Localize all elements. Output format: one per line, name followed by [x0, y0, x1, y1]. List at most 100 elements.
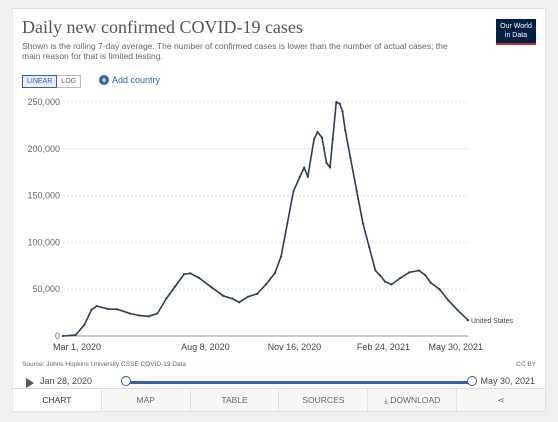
data-point — [399, 276, 402, 280]
play-icon[interactable] — [26, 378, 34, 388]
series-line — [62, 101, 469, 337]
data-point — [303, 166, 306, 169]
data-point — [83, 323, 86, 326]
data-point — [222, 294, 225, 297]
data-point — [147, 315, 150, 318]
data-point — [210, 286, 213, 289]
data-point — [368, 245, 371, 249]
linear-scale-button[interactable]: LINEAR — [22, 75, 58, 88]
data-point — [174, 285, 177, 288]
data-point — [320, 136, 324, 139]
tab-bar: CHART MAP TABLE SOURCES ⤓ DOWNLOAD ⋖ — [13, 388, 545, 411]
y-axis: 0 50,000 100,000 150,000 200,000 250,000 — [27, 97, 60, 341]
x-tick-label: Aug 8, 2020 — [181, 342, 230, 352]
x-tick-label: May 30, 2021 — [428, 342, 483, 352]
data-point — [312, 138, 316, 141]
tab-share[interactable]: ⋖ — [456, 389, 545, 411]
data-point — [95, 304, 98, 308]
data-point — [341, 110, 344, 113]
data-point — [344, 128, 347, 132]
y-tick-label: 50,000 — [32, 284, 60, 294]
data-point — [198, 276, 201, 280]
data-point — [417, 269, 421, 272]
chart-title: Daily new confirmed COVID-19 cases — [22, 17, 303, 37]
data-point — [116, 308, 119, 311]
data-point — [90, 308, 93, 311]
data-point — [247, 295, 250, 298]
log-scale-button[interactable]: LOG — [57, 75, 82, 88]
data-point — [106, 307, 109, 310]
data-point — [355, 189, 358, 193]
y-tick-label: 150,000 — [27, 191, 60, 201]
data-point — [384, 280, 387, 283]
data-point — [255, 292, 259, 295]
x-tick-label: Feb 24, 2021 — [357, 342, 410, 352]
data-point — [429, 281, 432, 284]
data-point — [74, 333, 77, 337]
data-point — [137, 314, 140, 317]
tab-map[interactable]: MAP — [100, 389, 190, 411]
logo-line-2: in Data — [504, 31, 528, 39]
data-point — [466, 318, 470, 322]
y-tick-label: 200,000 — [27, 144, 60, 154]
data-point — [61, 334, 65, 338]
series-label: United States — [471, 318, 514, 325]
timeline-start-label: Jan 28, 2020 — [40, 376, 93, 386]
logo-line-1: Our World — [500, 23, 532, 30]
timeline-end-handle[interactable] — [467, 376, 477, 386]
data-point — [286, 222, 289, 225]
data-point — [331, 138, 334, 141]
data-point — [335, 100, 338, 104]
data-point — [128, 312, 131, 315]
grid-layer — [63, 101, 468, 337]
data-point — [374, 269, 377, 272]
tab-download[interactable]: ⤓ DOWNLOAD — [367, 389, 456, 411]
data-point — [182, 273, 186, 276]
data-point — [165, 297, 168, 300]
data-point — [328, 166, 332, 169]
data-point — [298, 175, 301, 178]
logo-accent-bar — [496, 43, 536, 45]
data-point — [424, 274, 427, 277]
add-country-button[interactable]: + Add country — [99, 75, 160, 85]
data-point — [390, 283, 393, 286]
scale-toggle: LINEAR LOG — [22, 75, 82, 88]
timeline-track[interactable] — [126, 381, 472, 384]
x-tick-label: Nov 16, 2020 — [268, 342, 322, 352]
chart-card: Daily new confirmed COVID-19 cases Shown… — [12, 8, 546, 412]
timeline-start-handle[interactable] — [121, 376, 131, 386]
data-point — [361, 222, 365, 225]
data-point — [279, 255, 283, 258]
tab-table[interactable]: TABLE — [189, 389, 279, 411]
data-point — [238, 301, 241, 304]
license-note[interactable]: CC BY — [516, 361, 536, 368]
plus-icon: + — [99, 75, 109, 85]
data-point — [273, 272, 276, 275]
series-layer: United States — [61, 100, 514, 338]
data-point — [349, 157, 352, 160]
data-point — [447, 299, 450, 302]
data-point — [338, 102, 341, 105]
data-point — [292, 189, 295, 193]
tab-sources[interactable]: SOURCES — [278, 389, 367, 411]
source-note[interactable]: Source: Johns Hopkins University CSSE CO… — [22, 361, 187, 368]
y-tick-label: 100,000 — [27, 237, 60, 247]
chart-plot: 0 50,000 100,000 150,000 200,000 250,000 Mar … — [27, 97, 514, 352]
chart-subtitle: Shown is the rolling 7-day average. The … — [22, 41, 448, 61]
data-point — [325, 161, 328, 164]
data-point — [316, 130, 319, 134]
data-point — [306, 175, 309, 178]
add-country-label: Add country — [112, 75, 161, 85]
timeline: Jan 28, 2020 May 30, 2021 — [22, 373, 538, 391]
tab-chart[interactable]: CHART — [13, 389, 101, 411]
data-point — [438, 288, 441, 291]
x-tick-label: Mar 1, 2020 — [53, 342, 101, 352]
data-point — [156, 312, 159, 315]
data-point — [378, 274, 381, 277]
data-point — [456, 308, 459, 311]
timeline-end-label: May 30, 2021 — [480, 376, 535, 386]
data-point — [408, 271, 411, 274]
y-tick-label: 0 — [55, 331, 60, 341]
owid-logo[interactable]: Our World in Data — [496, 19, 536, 45]
data-point — [264, 283, 268, 286]
